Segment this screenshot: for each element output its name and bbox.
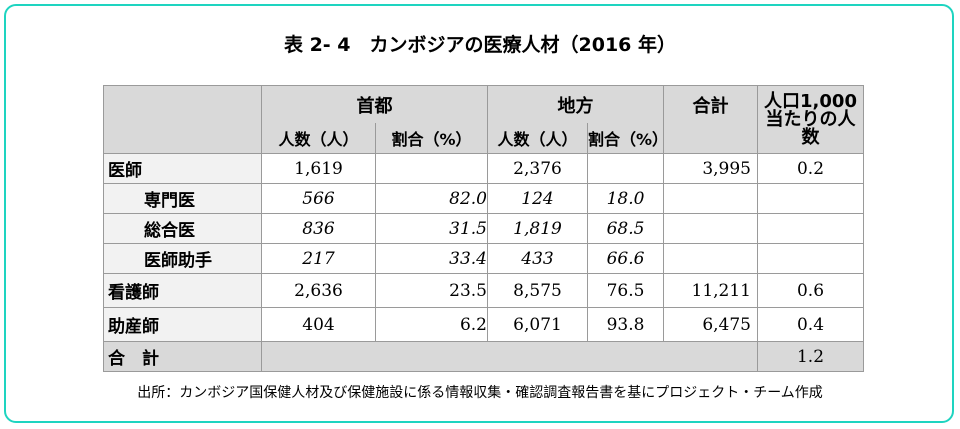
table-row-midwife: 助産師 404 6.2 6,071 93.8 6,475 0.4 [103, 307, 864, 342]
total-count: 3,995 [663, 153, 758, 184]
header-capital: 首都 [261, 85, 488, 123]
table-row-total: 合 計 1.2 [103, 341, 864, 372]
row-label: 医師 [103, 153, 262, 184]
province-ratio: 66.6 [587, 243, 664, 274]
source-note: 出所：カンボジア国保健人材及び保健施設に係る情報収集・確認調査報告書を基にプロジ… [137, 385, 823, 401]
header-per-1000-line1: 人口1,000 [764, 90, 857, 112]
header-total-lower [663, 123, 758, 154]
total-count: 6,475 [663, 307, 758, 342]
header-capital-ratio: 割合（%） [375, 123, 488, 154]
capital-ratio: 23.5 [375, 273, 488, 308]
row-label: 助産師 [103, 307, 262, 342]
province-count: 124 [487, 183, 588, 214]
capital-count: 836 [261, 213, 376, 244]
capital-count: 217 [261, 243, 376, 274]
province-ratio: 18.0 [587, 183, 664, 214]
capital-count: 2,636 [261, 273, 376, 308]
table-title: 表 2- 4 カンボジアの医療人材（2016 年） [283, 34, 677, 56]
row-label: 医師助手 [103, 243, 262, 274]
province-count: 1,819 [487, 213, 588, 244]
document-frame [4, 4, 954, 423]
province-ratio: 76.5 [587, 273, 664, 308]
province-ratio: 93.8 [587, 307, 664, 342]
header-province-ratio: 割合（%） [587, 123, 668, 154]
row-label: 専門医 [103, 183, 262, 214]
header-capital-count: 人数（人） [261, 123, 376, 154]
province-count: 433 [487, 243, 588, 274]
header-total: 合計 [663, 85, 758, 123]
header-per-1000-line2: 当たりの人数 [765, 108, 856, 148]
capital-ratio: 31.5 [375, 213, 488, 244]
province-count: 2,376 [487, 153, 588, 184]
header-province: 地方 [487, 85, 664, 123]
table-row-specialist: 専門医 566 82.0 124 18.0 [103, 183, 864, 214]
total-count [663, 213, 758, 244]
header-corner [103, 85, 262, 123]
total-count: 11,211 [663, 273, 758, 308]
total-count [663, 243, 758, 274]
total-count [663, 183, 758, 214]
province-count: 6,071 [487, 307, 588, 342]
capital-ratio: 82.0 [375, 183, 488, 214]
row-label: 看護師 [103, 273, 262, 308]
table-row-physician-assistant: 医師助手 217 33.4 433 66.6 [103, 243, 864, 274]
per-1000: 0.4 [757, 307, 864, 342]
total-label: 合 計 [103, 341, 262, 372]
capital-ratio [375, 153, 488, 184]
capital-count: 404 [261, 307, 376, 342]
medical-personnel-table: 首都 地方 合計 人口1,000 当たりの人数 人数（人） 割合（%） 人数（人… [103, 85, 864, 372]
table-row-nurse: 看護師 2,636 23.5 8,575 76.5 11,211 0.6 [103, 273, 864, 308]
table-row-general-practitioner: 総合医 836 31.5 1,819 68.5 [103, 213, 864, 244]
total-per-1000: 1.2 [757, 341, 864, 372]
per-1000: 0.6 [757, 273, 864, 308]
header-per-1000: 人口1,000 当たりの人数 [757, 85, 864, 154]
per-1000: 0.2 [757, 153, 864, 184]
header-corner-lower [103, 123, 262, 154]
province-count: 8,575 [487, 273, 588, 308]
table-row-doctor: 医師 1,619 2,376 3,995 0.2 [103, 153, 864, 184]
header-province-count: 人数（人） [487, 123, 588, 154]
province-ratio: 68.5 [587, 213, 664, 244]
capital-ratio: 6.2 [375, 307, 488, 342]
total-empty-span [261, 341, 758, 372]
capital-count: 566 [261, 183, 376, 214]
per-1000 [757, 213, 864, 244]
row-label: 総合医 [103, 213, 262, 244]
per-1000 [757, 243, 864, 274]
province-ratio [587, 153, 664, 184]
per-1000 [757, 183, 864, 214]
capital-ratio: 33.4 [375, 243, 488, 274]
capital-count: 1,619 [261, 153, 376, 184]
